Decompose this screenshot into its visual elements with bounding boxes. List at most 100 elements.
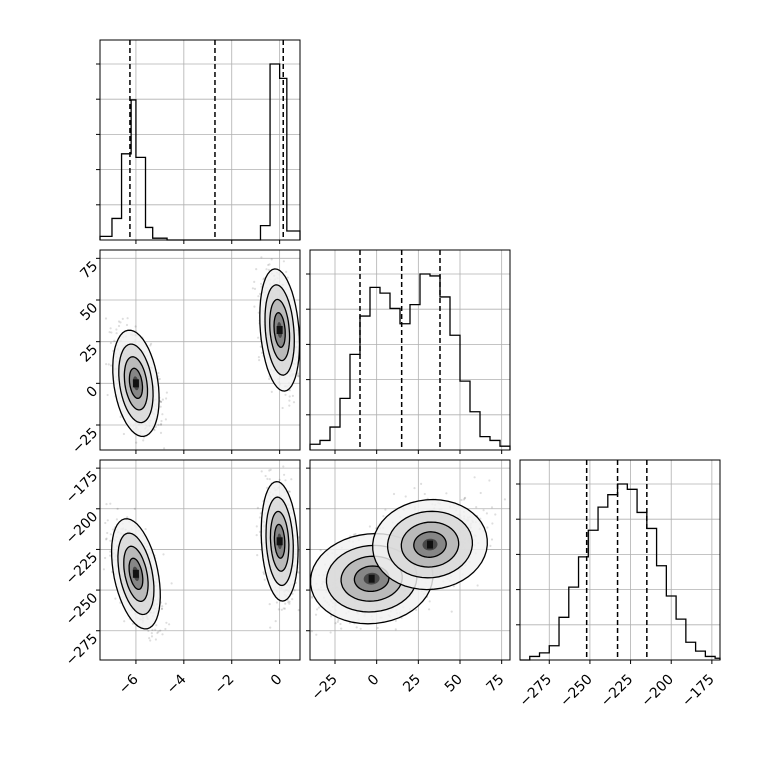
scatter-point: [119, 321, 122, 324]
scatter-point: [159, 405, 162, 408]
scatter-point: [164, 602, 167, 605]
scatter-point: [473, 476, 476, 479]
scatter-point: [310, 630, 313, 633]
contour-line: [123, 356, 149, 411]
scatter-point: [253, 305, 256, 308]
scatter-point: [134, 325, 137, 328]
scatter-point: [259, 345, 262, 348]
y-tick-label: 0: [84, 383, 102, 401]
scatter-point: [263, 578, 266, 581]
x-tick-label: 0: [268, 672, 286, 690]
axes-frame: [309, 249, 511, 451]
scatter-point: [104, 521, 107, 525]
scatter-point: [494, 513, 497, 516]
scatter-point: [463, 497, 466, 500]
scatter-point: [486, 526, 489, 529]
x-tick-label: −2: [212, 672, 238, 698]
scatter-point: [297, 609, 300, 612]
scatter-point: [413, 487, 416, 490]
scatter-point: [285, 270, 288, 273]
x-tick-label: 25: [400, 672, 424, 696]
scatter-point: [125, 323, 129, 327]
scatter-point: [159, 629, 162, 632]
scatter-point: [106, 393, 109, 397]
contour-layer: [110, 268, 488, 630]
scatter-point: [264, 474, 267, 478]
scatter-point: [135, 441, 138, 444]
density-peak: [368, 574, 375, 583]
scatter-point: [262, 572, 266, 576]
axes-frame: [99, 39, 301, 241]
contour-line: [400, 521, 460, 568]
contour-line: [110, 518, 161, 630]
scatter-point: [482, 509, 485, 512]
scatter-point: [270, 258, 273, 261]
axes-frame: [99, 459, 301, 661]
scatter-point: [268, 263, 271, 266]
scatter-point: [144, 528, 147, 531]
scatter-point: [159, 423, 163, 426]
scatter-point: [314, 613, 318, 616]
scatter-point: [260, 470, 263, 473]
y-tick-label: −250: [63, 590, 102, 629]
scatter-point: [116, 507, 119, 510]
scatter-point: [133, 507, 136, 510]
scatter-point: [284, 393, 287, 396]
scatter-point: [336, 620, 339, 624]
scatter-point: [286, 276, 289, 279]
density-peak: [132, 569, 139, 578]
scatter-point: [260, 282, 263, 285]
scatter-point: [420, 482, 423, 485]
scatter-point: [115, 328, 118, 331]
y-tick-label: −25: [69, 425, 101, 457]
contour-line: [413, 531, 447, 558]
contour-line: [372, 498, 488, 591]
scatter-point: [160, 607, 163, 611]
scatter-point: [503, 498, 506, 501]
scatter-point: [160, 607, 164, 610]
scatter-point: [490, 538, 494, 541]
scatter-point: [274, 620, 277, 623]
scatter-point: [281, 406, 284, 410]
scatter-point: [291, 394, 294, 397]
scatter-point: [161, 633, 164, 636]
x-tick-label: −25: [309, 672, 341, 704]
scatter-point: [108, 331, 111, 334]
scatter-point: [394, 619, 397, 623]
contour-line: [264, 284, 295, 376]
scatter-point: [260, 351, 264, 354]
scatter-point: [460, 498, 463, 502]
scatter-point: [278, 478, 281, 481]
scatter-point: [255, 268, 258, 271]
scatter-point: [257, 295, 260, 298]
scatter-point: [270, 390, 273, 393]
x-tick-label: −4: [164, 671, 190, 697]
contour-line: [273, 523, 286, 559]
scatter-point: [109, 327, 112, 330]
scatter-point: [256, 506, 259, 509]
scatter-point: [109, 554, 112, 557]
scatter-point: [317, 606, 320, 609]
scatter-point: [266, 477, 269, 480]
scatter-point: [290, 478, 293, 481]
scatter-point: [164, 418, 167, 421]
scatter-point: [258, 516, 261, 519]
scatter-point: [258, 359, 261, 362]
scatter-point: [282, 260, 285, 263]
axes-frame: [519, 459, 721, 661]
scatter-point: [255, 534, 258, 537]
scatter-point: [165, 621, 168, 624]
scatter-point: [150, 632, 153, 635]
scatter-point: [109, 341, 112, 345]
scatter-point: [159, 431, 163, 434]
scatter-point: [257, 336, 260, 339]
scatter-point: [340, 627, 343, 630]
contour-line: [260, 480, 299, 602]
scatter-point: [284, 602, 287, 605]
scatter-point: [151, 628, 154, 632]
scatter-point: [330, 615, 333, 618]
scatter-point: [266, 486, 269, 489]
density-peak: [132, 379, 139, 388]
contour-line: [123, 545, 149, 603]
